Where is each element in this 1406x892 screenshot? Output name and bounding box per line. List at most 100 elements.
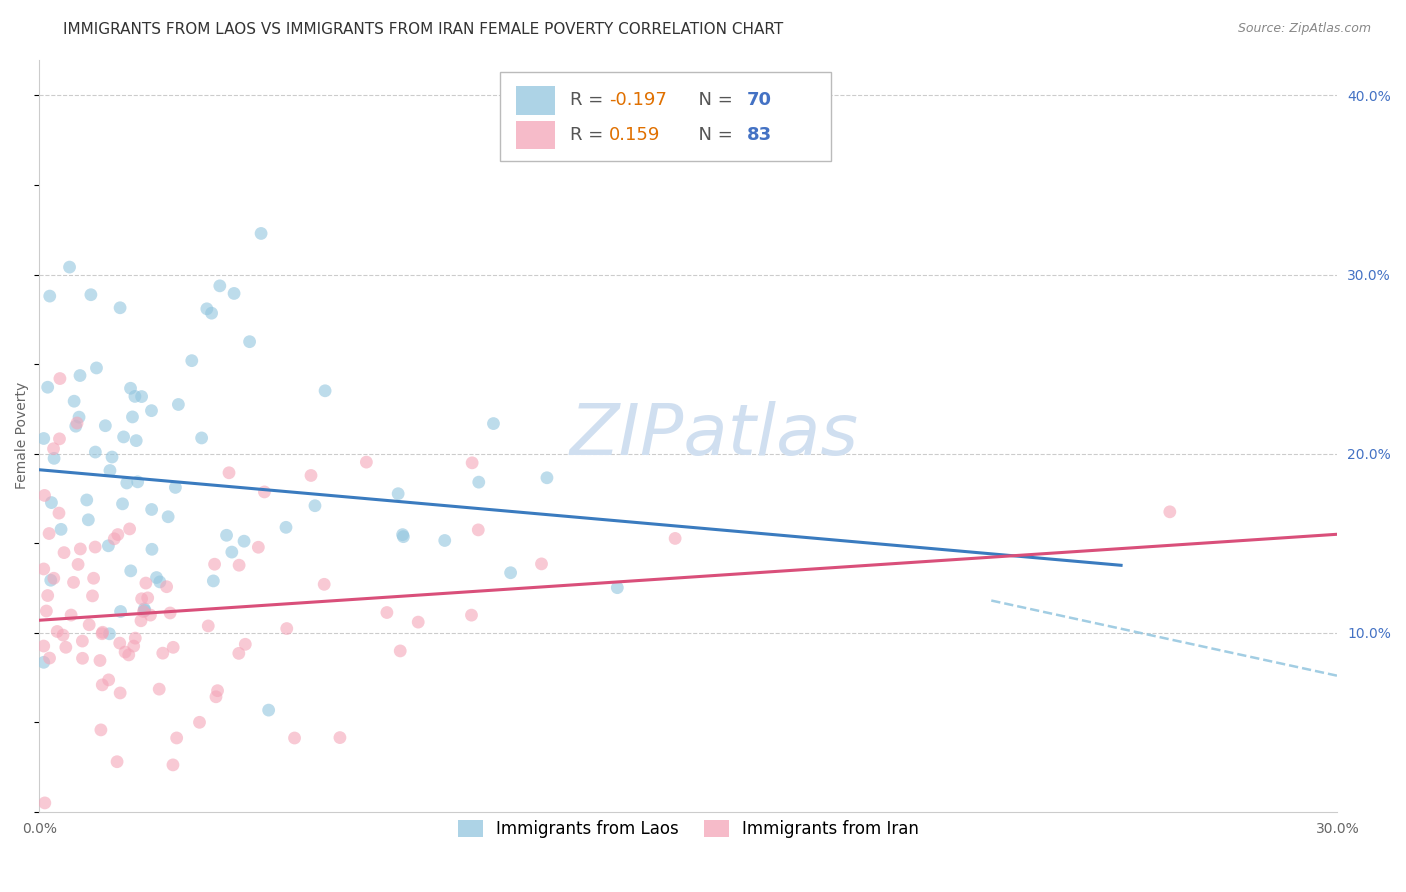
Point (233, 637, 256, 651)
Point (141, 542, 163, 557)
Point (63, 394, 86, 409)
Point (42, 571, 65, 585)
Point (122, 639, 145, 653)
Point (148, 682, 170, 697)
FancyBboxPatch shape (501, 72, 831, 161)
Point (108, 636, 131, 650)
Point (1159, 505, 1181, 519)
Point (91, 626, 114, 640)
Point (94, 418, 117, 433)
Point (52, 628, 75, 642)
Point (222, 286, 245, 301)
Y-axis label: Female Poverty: Female Poverty (15, 382, 30, 490)
Point (114, 645, 136, 659)
Point (118, 648, 141, 662)
Point (145, 570, 167, 584)
Point (84, 540, 107, 554)
Point (167, 397, 190, 411)
Point (120, 381, 142, 395)
Point (89, 653, 111, 667)
Point (34, 796, 56, 810)
Point (32, 432, 55, 446)
Point (39, 574, 62, 588)
Point (125, 434, 148, 448)
Point (129, 614, 152, 628)
Point (499, 566, 522, 580)
Point (207, 683, 229, 698)
Point (98, 463, 121, 477)
Point (239, 334, 262, 349)
Point (257, 703, 280, 717)
Text: 70: 70 (747, 91, 772, 109)
Point (157, 509, 180, 524)
Point (111, 497, 134, 511)
Point (101, 450, 124, 464)
Point (121, 409, 143, 424)
Point (221, 545, 243, 559)
Point (32, 562, 55, 576)
Point (72, 634, 94, 648)
Text: R =: R = (571, 126, 614, 144)
Point (233, 534, 256, 549)
Point (276, 622, 298, 636)
Point (118, 522, 141, 536)
Point (62, 575, 84, 590)
Point (141, 502, 163, 516)
Point (304, 499, 326, 513)
Point (159, 606, 181, 620)
Point (149, 574, 172, 589)
Point (190, 431, 212, 445)
Point (156, 580, 179, 594)
Point (162, 640, 184, 655)
Point (314, 577, 336, 591)
Point (204, 558, 226, 572)
Point (108, 686, 131, 700)
Point (162, 758, 184, 772)
Point (536, 471, 558, 485)
Point (131, 390, 153, 404)
Point (375, 606, 398, 620)
Point (69, 541, 91, 556)
Point (107, 527, 129, 541)
FancyBboxPatch shape (516, 86, 555, 114)
Point (166, 731, 188, 745)
Point (38, 526, 60, 541)
Point (283, 731, 305, 745)
Point (152, 646, 174, 660)
Point (58, 260, 80, 274)
Text: N =: N = (688, 126, 738, 144)
Point (274, 520, 297, 534)
Point (218, 466, 240, 480)
Point (228, 558, 250, 573)
Point (91, 625, 114, 640)
Point (34, 488, 56, 502)
Point (202, 574, 225, 588)
Point (228, 646, 250, 660)
Point (389, 644, 412, 658)
Point (41, 495, 63, 509)
Point (97, 539, 120, 553)
Point (120, 564, 142, 578)
Point (188, 715, 211, 730)
Point (139, 608, 162, 623)
Point (91, 678, 114, 692)
Point (37, 589, 59, 603)
Point (32, 656, 55, 670)
Point (460, 608, 482, 623)
Point (69, 368, 91, 383)
Point (135, 576, 157, 591)
Point (468, 475, 491, 490)
Point (195, 301, 218, 316)
Point (86, 360, 108, 375)
Point (136, 591, 159, 605)
Point (165, 480, 187, 494)
Point (200, 306, 222, 320)
Point (35, 604, 58, 618)
Point (84, 445, 107, 459)
Point (97, 673, 120, 687)
Point (49, 371, 72, 385)
Point (65, 419, 87, 434)
Point (49, 522, 72, 536)
Point (132, 605, 155, 619)
Point (42, 451, 65, 466)
